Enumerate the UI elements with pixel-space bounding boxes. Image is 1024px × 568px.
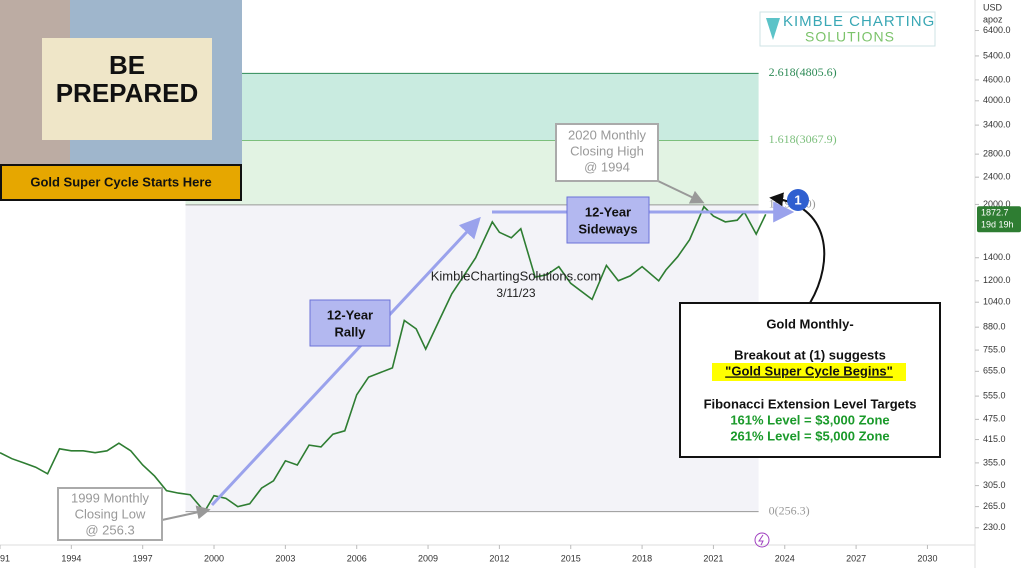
y-tick-label: 415.0 — [983, 434, 1006, 444]
fib-zone — [185, 204, 759, 512]
y-tick-label: 2800.0 — [983, 149, 1011, 159]
y-tick-label: 2400.0 — [983, 172, 1011, 182]
logo-text: SOLUTIONS — [805, 29, 895, 45]
low-arrow — [161, 505, 211, 521]
plot — [0, 205, 767, 513]
rally-box — [309, 299, 391, 347]
rally-text: 12-Year — [327, 307, 373, 322]
event-icon — [754, 532, 770, 548]
sideways-text: Sideways — [578, 221, 637, 236]
info-title: Gold Monthly- — [766, 316, 853, 331]
highlight — [712, 363, 906, 381]
info-line: "Gold Super Cycle Begins" — [725, 363, 893, 378]
x-tick-label: 2003 — [275, 553, 295, 563]
high-note: Closing High — [570, 143, 644, 158]
y-tick-label: 230.0 — [983, 522, 1006, 532]
y-tick-label: 2000.0 — [983, 199, 1011, 209]
price-line — [0, 205, 767, 513]
y-tick-label: 1200.0 — [983, 275, 1011, 285]
badge-text: BE — [109, 50, 145, 80]
x-tick-label: 2027 — [846, 553, 866, 563]
high-note: @ 1994 — [584, 159, 630, 174]
last-price-tag — [977, 206, 1021, 233]
breakout-marker — [787, 189, 809, 211]
info-target: 161% Level = $3,000 Zone — [730, 412, 889, 427]
info-target: 261% Level = $5,000 Zone — [730, 428, 889, 443]
sideways-text: 12-Year — [585, 204, 631, 219]
currency: apoz — [983, 14, 1003, 24]
y-tick-label: 355.0 — [983, 457, 1006, 467]
y-tick-label: 3400.0 — [983, 119, 1011, 129]
rally-text: Rally — [334, 324, 366, 339]
last-price: 1872.7 — [981, 208, 1009, 218]
low-note: @ 256.3 — [85, 522, 134, 537]
x-tick-label: 2024 — [775, 553, 795, 563]
y-axis: 230.0 265.0 305.0 355.0 415.0 475.0 555.0 655.0… — [0, 25, 1021, 563]
logo-box — [759, 11, 936, 47]
y-tick-label: 555.0 — [983, 390, 1006, 400]
event-icon — [758, 534, 764, 546]
watermark: KimbleChartingSolutions.com — [431, 268, 602, 283]
fib-label: 1.618(3067.9) — [769, 132, 837, 146]
x-tick-label: 1997 — [133, 553, 153, 563]
high-note-box — [555, 123, 659, 182]
y-tick-label: 265.0 — [983, 501, 1006, 511]
caption-bar — [0, 164, 242, 201]
y-tick-label: 475.0 — [983, 414, 1006, 424]
x-tick-label: 2030 — [917, 553, 937, 563]
y-tick-label: 4000.0 — [983, 95, 1011, 105]
fib-zones: 2.618(4805.6)1.618(3067.9)1(1994.0)0(256… — [185, 65, 837, 517]
x-tick-label: 2012 — [489, 553, 509, 563]
low-note: Closing Low — [75, 506, 146, 521]
x-tick-label: 2015 — [561, 553, 581, 563]
fib-zone — [185, 73, 759, 141]
fib-label: 2.618(4805.6) — [769, 65, 837, 79]
low-note: 1999 Monthly — [71, 490, 150, 505]
card — [42, 38, 212, 140]
x-tick-label: 2009 — [418, 553, 438, 563]
high-arrow — [657, 180, 705, 204]
info-line: Fibonacci Extension Level Targets — [704, 396, 917, 411]
x-tick-label: 2018 — [632, 553, 652, 563]
y-tick-label: 6400.0 — [983, 25, 1011, 35]
y-tick-label: 880.0 — [983, 322, 1006, 332]
countdown: 19d 19h — [981, 220, 1014, 230]
breakout-arrow — [769, 192, 826, 304]
y-tick-label: 755.0 — [983, 344, 1006, 354]
x-tick-label: 1991 — [0, 553, 10, 563]
badge-text: PREPARED — [56, 78, 199, 108]
logo: KIMBLE CHARTING SOLUTIONS — [759, 11, 936, 47]
x-tick-label: 2021 — [703, 553, 723, 563]
fib-zone — [185, 140, 759, 205]
y-tick-label: 1400.0 — [983, 252, 1011, 262]
y-tick-label: 5400.0 — [983, 50, 1011, 60]
x-tick-label: 2000 — [204, 553, 224, 563]
logo-icon — [766, 18, 780, 40]
info-line: Breakout at (1) suggests — [734, 347, 886, 362]
badge: BE PREPARED Gold Super Cycle Starts Here — [0, 0, 242, 201]
low-note-box — [57, 487, 163, 541]
y-tick-label: 305.0 — [983, 480, 1006, 490]
breakout-marker-label: 1 — [794, 192, 801, 207]
sideways-box — [566, 196, 650, 244]
x-tick-label: 2006 — [347, 553, 367, 563]
currency: USD — [983, 2, 1003, 12]
y-tick-label: 1040.0 — [983, 297, 1011, 307]
rally-arrow — [210, 216, 481, 507]
badge-caption: Gold Super Cycle Starts Here — [30, 174, 211, 189]
watermark-date: 3/11/23 — [496, 286, 535, 300]
y-tick-label: 4600.0 — [983, 74, 1011, 84]
x-tick-label: 1994 — [61, 553, 81, 563]
high-note: 2020 Monthly — [568, 127, 647, 142]
fib-label: 0(256.3) — [769, 503, 810, 517]
logo-text: KIMBLE CHARTING — [783, 13, 935, 30]
y-tick-label: 655.0 — [983, 366, 1006, 376]
